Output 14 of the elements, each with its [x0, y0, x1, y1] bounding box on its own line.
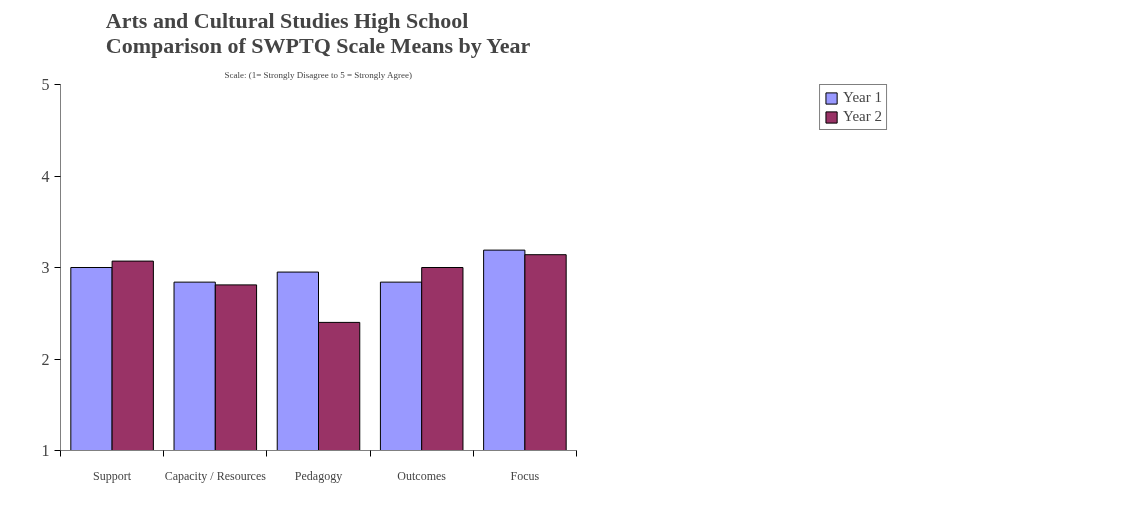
x-tick-label: Capacity / Resources: [164, 468, 267, 483]
x-tick-label: Pedagogy: [294, 468, 343, 483]
y-tick-label: 2: [41, 350, 50, 368]
chart-subtitle: Scale: (1= Strongly Disagree to 5 = Strongly Agree): [224, 69, 413, 80]
x-tick-label: Support: [93, 468, 132, 483]
x-tick-label: Outcomes: [397, 468, 447, 483]
chart-title: Arts and Cultural Studies High School Comparison of SWPTQ Scale Means by Year: [105, 7, 531, 58]
legend-label: Year 1: [843, 89, 882, 106]
y-tick-label: 5: [41, 76, 50, 93]
y-tick-label: 4: [41, 167, 50, 185]
legend-label: Year 2: [843, 108, 882, 125]
x-tick-label: Focus: [510, 468, 540, 483]
y-tick-label: 3: [41, 259, 50, 276]
y-tick-label: 1: [41, 442, 50, 459]
